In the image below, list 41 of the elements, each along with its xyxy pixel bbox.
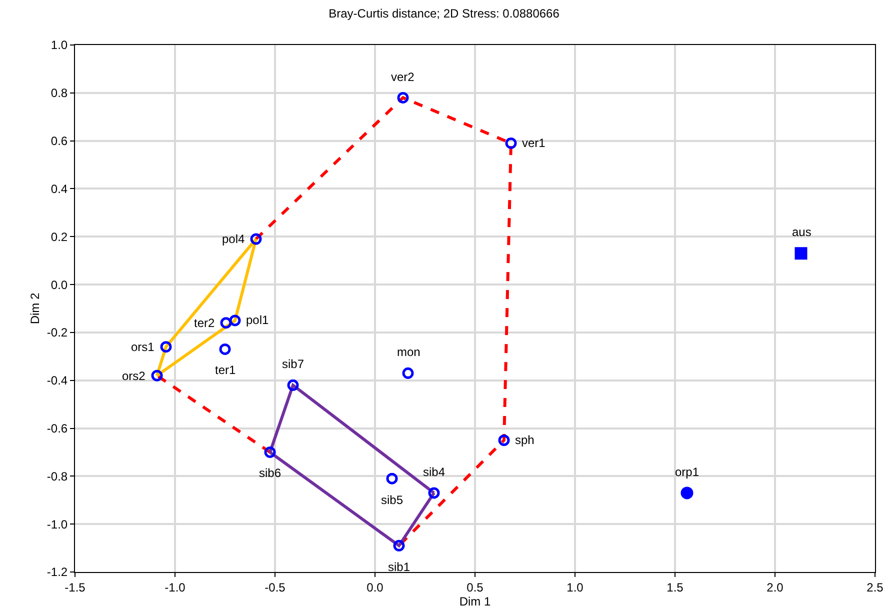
annotation: pol1 <box>246 313 270 327</box>
annotation: sib4 <box>423 465 446 479</box>
annotation: sib6 <box>259 466 282 480</box>
y-tick-label: 0.8 <box>50 86 68 100</box>
x-tick-label: -0.5 <box>264 580 286 594</box>
y-tick-label: 0.2 <box>50 230 68 244</box>
annotation: ors2 <box>122 369 146 383</box>
x-tick-label: 0.5 <box>466 580 484 594</box>
x-axis-title: Dim 1 <box>459 594 491 608</box>
chart-title: Bray-Curtis distance; 2D Stress: 0.0880666 <box>328 6 560 21</box>
annotation: sib7 <box>282 357 304 371</box>
y-tick-label: -0.2 <box>46 326 68 340</box>
annotation: ver1 <box>522 136 546 150</box>
annotation: pol4 <box>222 232 246 246</box>
y-tick-label: 1.0 <box>50 38 68 52</box>
y-axis-title: Dim 2 <box>28 292 42 324</box>
y-tick-label: -0.4 <box>46 374 68 388</box>
annotation: ter1 <box>215 363 236 377</box>
annotation: ors1 <box>131 340 155 354</box>
y-tick-label: 0.4 <box>50 182 68 196</box>
y-tick-label: -0.8 <box>46 469 68 484</box>
x-tick-label: 1.5 <box>666 580 684 594</box>
x-tick-label: 2.0 <box>766 580 784 594</box>
y-tick-label: 0.0 <box>50 278 68 292</box>
annotation: ver2 <box>391 70 415 84</box>
annotation: aus <box>792 225 812 239</box>
annotation: orp1 <box>675 465 700 479</box>
annotation: sph <box>515 433 534 447</box>
y-tick-label: 0.6 <box>50 134 68 148</box>
x-tick-label: -1.0 <box>164 580 186 594</box>
x-tick-label: 1.0 <box>566 580 584 594</box>
annotation: sib5 <box>381 493 404 507</box>
y-tick-label: -1.0 <box>46 517 68 532</box>
annotation: ter2 <box>194 316 216 330</box>
annotation: mon <box>397 345 420 359</box>
x-tick-label: 0.0 <box>366 580 384 594</box>
y-tick-label: -1.2 <box>46 565 68 580</box>
annotation: sib1 <box>388 560 410 574</box>
x-tick-label: -1.5 <box>64 580 86 594</box>
x-tick-label: 2.5 <box>866 580 884 594</box>
y-tick-label: -0.6 <box>46 421 68 436</box>
